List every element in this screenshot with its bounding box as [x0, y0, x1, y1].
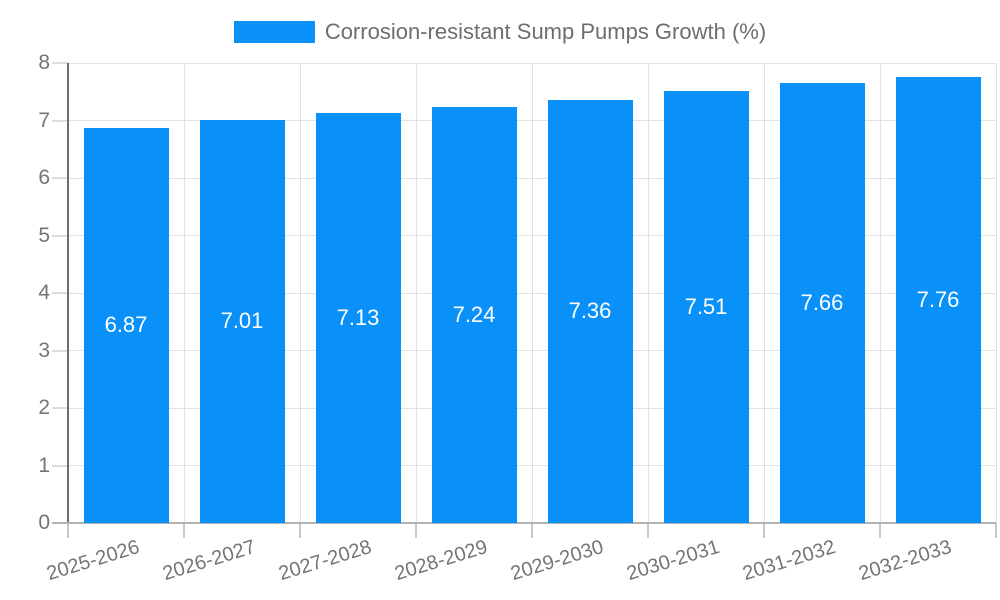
bar: 7.13 [315, 113, 401, 523]
y-axis-tick-label: 3 [38, 338, 50, 362]
x-tick [415, 523, 417, 538]
x-axis-category-label: 2030-2031 [624, 536, 723, 586]
bar: 7.24 [431, 106, 517, 523]
x-tick [995, 523, 997, 538]
x-axis-category-label: 2029-2030 [508, 536, 607, 586]
x-tick [183, 523, 185, 538]
y-axis-tick-label: 7 [38, 108, 50, 132]
y-tick [52, 234, 68, 237]
bar-value-label: 7.24 [452, 301, 496, 327]
y-tick [52, 177, 68, 179]
bar-value-label: 7.01 [220, 308, 264, 334]
x-tick [879, 523, 881, 538]
bar-value-label: 6.87 [104, 312, 148, 338]
y-axis-tick-label: 1 [38, 453, 50, 477]
bar-value-label: 7.66 [800, 289, 844, 315]
x-tick [647, 523, 649, 538]
x-gridline [183, 63, 185, 523]
y-tick [52, 464, 68, 467]
legend[interactable]: Corrosion-resistant Sump Pumps Growth (%… [0, 21, 1000, 43]
bar-value-label: 7.76 [916, 286, 960, 312]
y-axis-line [67, 63, 69, 523]
x-axis-category-label: 2028-2029 [392, 536, 491, 586]
y-axis-tick-label: 0 [38, 511, 50, 534]
x-tick [531, 523, 533, 538]
x-axis-category-label: 2026-2027 [160, 536, 259, 586]
y-tick [52, 292, 68, 294]
bar: 7.01 [199, 119, 285, 523]
x-axis-category-label: 2027-2028 [276, 536, 375, 586]
x-axis-category-label: 2025-2026 [44, 536, 143, 586]
y-axis-tick-label: 8 [38, 51, 50, 74]
x-gridline [647, 63, 649, 523]
y-axis-tick-label: 4 [38, 281, 50, 304]
y-axis-tick-label: 2 [38, 396, 50, 419]
bar-value-label: 7.13 [336, 305, 380, 330]
bar: 7.76 [895, 76, 981, 523]
bar-value-label: 7.51 [684, 294, 728, 320]
x-tick [763, 523, 765, 538]
x-axis-line [52, 522, 996, 524]
y-tick [52, 349, 68, 352]
x-gridline [763, 63, 765, 523]
x-gridline [299, 63, 301, 523]
y-tick [52, 407, 68, 409]
bar: 7.51 [663, 91, 749, 523]
legend-label: Corrosion-resistant Sump Pumps Growth (%… [324, 19, 767, 44]
x-gridline [531, 63, 533, 523]
y-axis-tick-label: 5 [38, 223, 50, 247]
y-tick [52, 119, 68, 122]
bar: 7.66 [779, 82, 865, 523]
bar-value-label: 7.36 [568, 298, 612, 324]
x-gridline [415, 63, 417, 523]
bar: 7.36 [547, 99, 633, 523]
x-axis-category-label: 2032-2033 [856, 536, 955, 586]
x-tick [67, 523, 69, 538]
y-axis-tick-label: 6 [38, 166, 50, 189]
x-axis-category-label: 2031-2032 [740, 536, 839, 586]
x-gridline [879, 63, 881, 523]
x-tick [299, 523, 301, 538]
x-gridline [995, 63, 997, 523]
legend-swatch-icon [233, 21, 315, 43]
y-tick [52, 62, 68, 64]
bar: 6.87 [83, 127, 169, 523]
